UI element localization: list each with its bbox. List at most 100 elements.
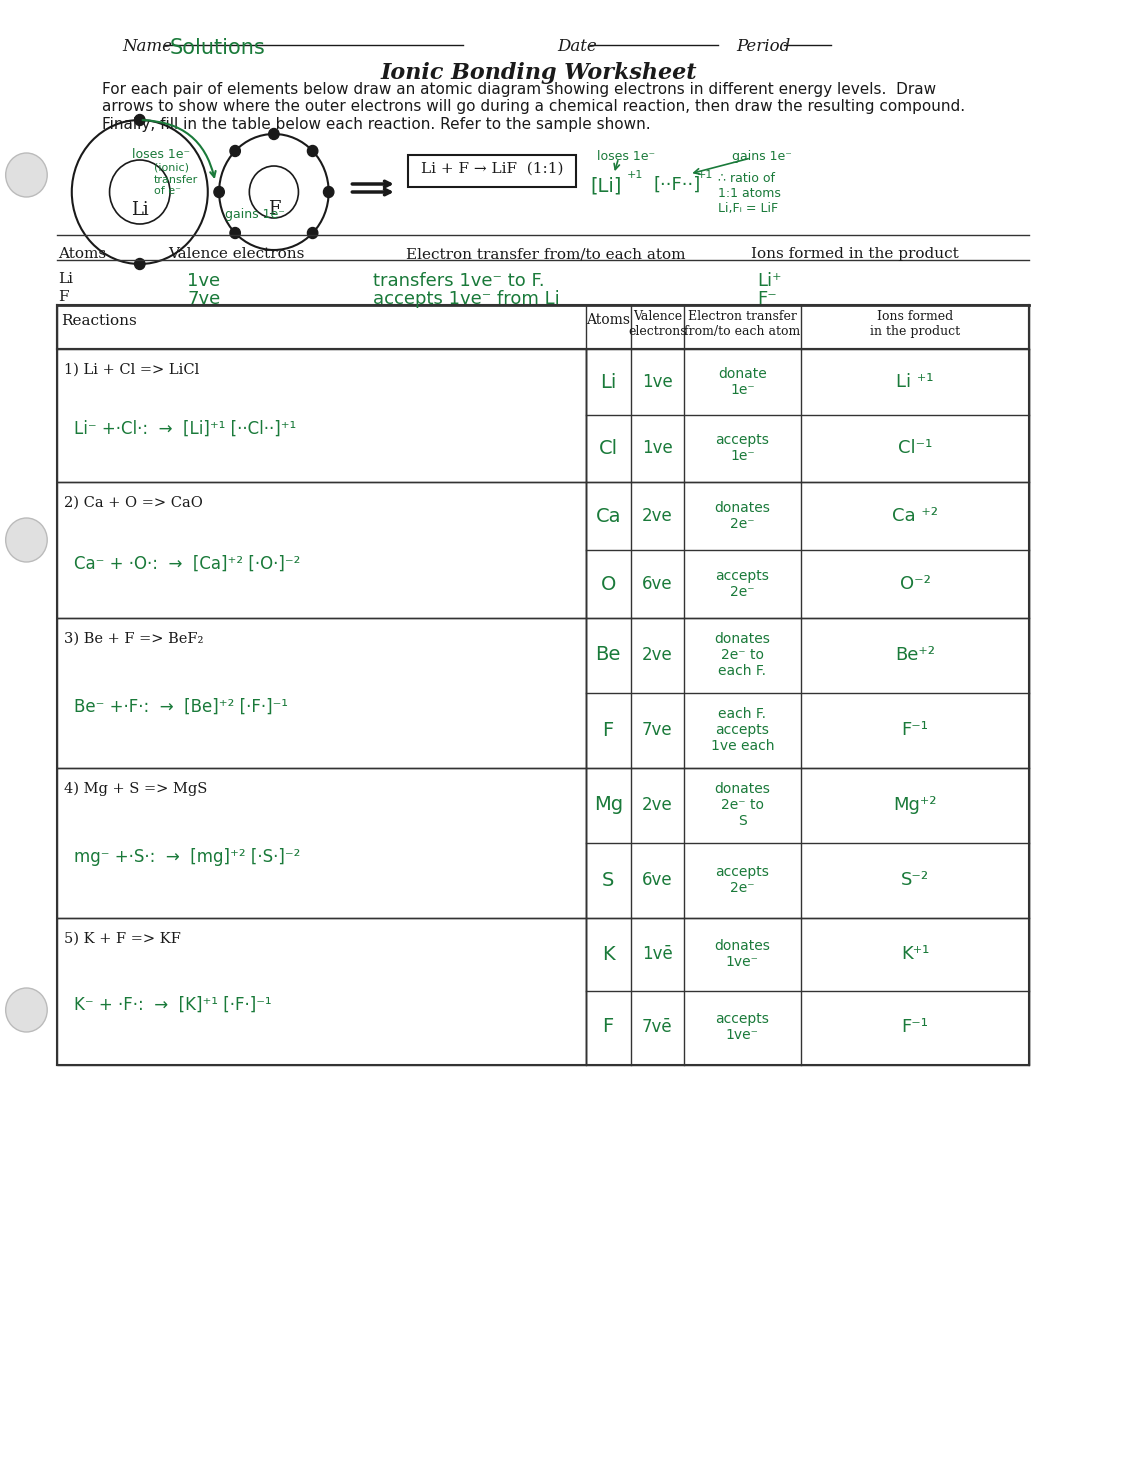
- Text: Solutions: Solutions: [170, 38, 266, 58]
- Text: F⁻: F⁻: [757, 291, 777, 308]
- Text: gains 1e⁻: gains 1e⁻: [732, 150, 792, 164]
- Text: S: S: [602, 870, 614, 889]
- Circle shape: [308, 146, 318, 156]
- Text: Ions formed
in the product: Ions formed in the product: [870, 310, 960, 338]
- Text: loses 1e⁻: loses 1e⁻: [132, 148, 190, 161]
- Text: Valence
electrons: Valence electrons: [628, 310, 686, 338]
- Text: 1ve: 1ve: [187, 271, 220, 291]
- Text: accepts
1e⁻: accepts 1e⁻: [716, 432, 770, 463]
- Text: F: F: [603, 720, 613, 739]
- Text: F: F: [58, 291, 70, 304]
- Bar: [57, 768, 586, 917]
- Text: 5) K + F => KF: 5) K + F => KF: [64, 932, 181, 945]
- Text: 1) Li + Cl => LiCl: 1) Li + Cl => LiCl: [64, 363, 200, 378]
- Bar: [586, 768, 1029, 917]
- Bar: [57, 917, 586, 1065]
- Circle shape: [135, 115, 145, 125]
- Text: loses 1e⁻: loses 1e⁻: [597, 150, 655, 164]
- Text: donates
2e⁻: donates 2e⁻: [715, 502, 771, 531]
- Circle shape: [135, 258, 145, 270]
- Text: 7ve: 7ve: [187, 291, 220, 308]
- Text: Li: Li: [131, 201, 148, 218]
- Text: F⁻¹: F⁻¹: [902, 1018, 929, 1035]
- Circle shape: [230, 227, 241, 239]
- Bar: [57, 350, 586, 482]
- Text: 1ve: 1ve: [642, 440, 673, 457]
- Text: F: F: [603, 1018, 613, 1037]
- Circle shape: [6, 988, 47, 1032]
- Circle shape: [308, 227, 318, 239]
- Text: Atoms: Atoms: [58, 246, 107, 261]
- Text: 7ve: 7ve: [642, 721, 673, 739]
- Text: 1ve: 1ve: [642, 373, 673, 391]
- Text: Be⁻ +·F·:  →  [Be]⁺² [·F·]⁻¹: Be⁻ +·F·: → [Be]⁺² [·F·]⁻¹: [74, 698, 287, 715]
- Text: accepts
2e⁻: accepts 2e⁻: [716, 569, 770, 599]
- Circle shape: [230, 146, 241, 156]
- Text: 2ve: 2ve: [642, 796, 673, 814]
- Bar: [586, 618, 1029, 768]
- Text: +1: +1: [627, 170, 643, 180]
- Text: Cl⁻¹: Cl⁻¹: [898, 440, 933, 457]
- Text: 7vē: 7vē: [642, 1018, 673, 1035]
- Circle shape: [6, 518, 47, 562]
- Text: [··F··]: [··F··]: [653, 176, 701, 195]
- Text: Mg: Mg: [594, 795, 622, 814]
- Text: ∴ ratio of
1:1 atoms
Li,Fᵢ = LiF: ∴ ratio of 1:1 atoms Li,Fᵢ = LiF: [718, 173, 781, 215]
- Text: Be: Be: [595, 646, 621, 665]
- Text: transfers 1ve⁻ to F.: transfers 1ve⁻ to F.: [373, 271, 545, 291]
- Text: Electron transfer from/to each atom: Electron transfer from/to each atom: [406, 246, 685, 261]
- Text: +1: +1: [697, 170, 714, 180]
- Text: Li + F → LiF  (1:1): Li + F → LiF (1:1): [421, 162, 563, 176]
- Text: K⁺¹: K⁺¹: [901, 945, 929, 963]
- Text: Li⁻ +·Cl·:  →  [Li]⁺¹ [··Cl··]⁺¹: Li⁻ +·Cl·: → [Li]⁺¹ [··Cl··]⁺¹: [74, 420, 296, 438]
- Bar: [57, 305, 1029, 350]
- Text: donates
2e⁻ to
S: donates 2e⁻ to S: [715, 782, 771, 827]
- Text: Cl: Cl: [598, 438, 618, 457]
- Bar: [586, 482, 1029, 618]
- Text: Atoms: Atoms: [586, 313, 630, 327]
- Text: accepts
1ve⁻: accepts 1ve⁻: [716, 1012, 770, 1043]
- Text: 2) Ca + O => CaO: 2) Ca + O => CaO: [64, 496, 203, 510]
- Text: Name: Name: [123, 38, 173, 55]
- Bar: [586, 917, 1029, 1065]
- Text: 6ve: 6ve: [642, 575, 673, 593]
- Text: donate
1e⁻: donate 1e⁻: [718, 367, 767, 397]
- Text: each F.
accepts
1ve each: each F. accepts 1ve each: [710, 707, 774, 754]
- Text: accepts
2e⁻: accepts 2e⁻: [716, 864, 770, 895]
- Text: O⁻²: O⁻²: [899, 575, 930, 593]
- Text: O: O: [601, 574, 616, 593]
- Text: F: F: [268, 201, 280, 218]
- Text: S⁻²: S⁻²: [901, 872, 929, 889]
- Text: K⁻ + ·F·:  →  [K]⁺¹ [·F·]⁻¹: K⁻ + ·F·: → [K]⁺¹ [·F·]⁻¹: [74, 996, 271, 1013]
- Text: donates
1ve⁻: donates 1ve⁻: [715, 940, 771, 969]
- Text: Ionic Bonding Worksheet: Ionic Bonding Worksheet: [380, 62, 697, 84]
- Text: (ionic)
transfer
of e⁻: (ionic) transfer of e⁻: [154, 164, 198, 196]
- Text: K: K: [602, 944, 614, 963]
- Bar: [408, 155, 576, 187]
- Text: Period: Period: [736, 38, 791, 55]
- Text: Date: Date: [557, 38, 597, 55]
- Bar: [57, 618, 586, 768]
- Text: Mg⁺²: Mg⁺²: [894, 796, 937, 814]
- Text: 3) Be + F => BeF₂: 3) Be + F => BeF₂: [64, 631, 204, 646]
- Circle shape: [214, 186, 225, 198]
- Text: Li ⁺¹: Li ⁺¹: [896, 373, 934, 391]
- Text: Ca: Ca: [595, 506, 621, 525]
- Circle shape: [269, 128, 279, 140]
- Bar: [57, 482, 586, 618]
- Text: 6ve: 6ve: [642, 872, 673, 889]
- Text: accepts 1ve⁻ from Li: accepts 1ve⁻ from Li: [373, 291, 560, 308]
- Text: Li: Li: [600, 373, 617, 391]
- Text: Li: Li: [58, 271, 74, 286]
- Text: 2ve: 2ve: [642, 507, 673, 525]
- Text: donates
2e⁻ to
each F.: donates 2e⁻ to each F.: [715, 631, 771, 678]
- Text: Li⁺: Li⁺: [757, 271, 782, 291]
- Text: 1vē: 1vē: [642, 945, 673, 963]
- Text: Ca⁻ + ·O·:  →  [Ca]⁺² [·O·]⁻²: Ca⁻ + ·O·: → [Ca]⁺² [·O·]⁻²: [74, 555, 300, 572]
- Text: mg⁻ +·S·:  →  [mg]⁺² [·S·]⁻²: mg⁻ +·S·: → [mg]⁺² [·S·]⁻²: [74, 848, 300, 866]
- Text: 4) Mg + S => MgS: 4) Mg + S => MgS: [64, 782, 207, 796]
- Text: Ca ⁺²: Ca ⁺²: [893, 507, 938, 525]
- Text: Valence electrons: Valence electrons: [168, 246, 304, 261]
- Text: Be⁺²: Be⁺²: [895, 646, 935, 664]
- Text: 2ve: 2ve: [642, 646, 673, 664]
